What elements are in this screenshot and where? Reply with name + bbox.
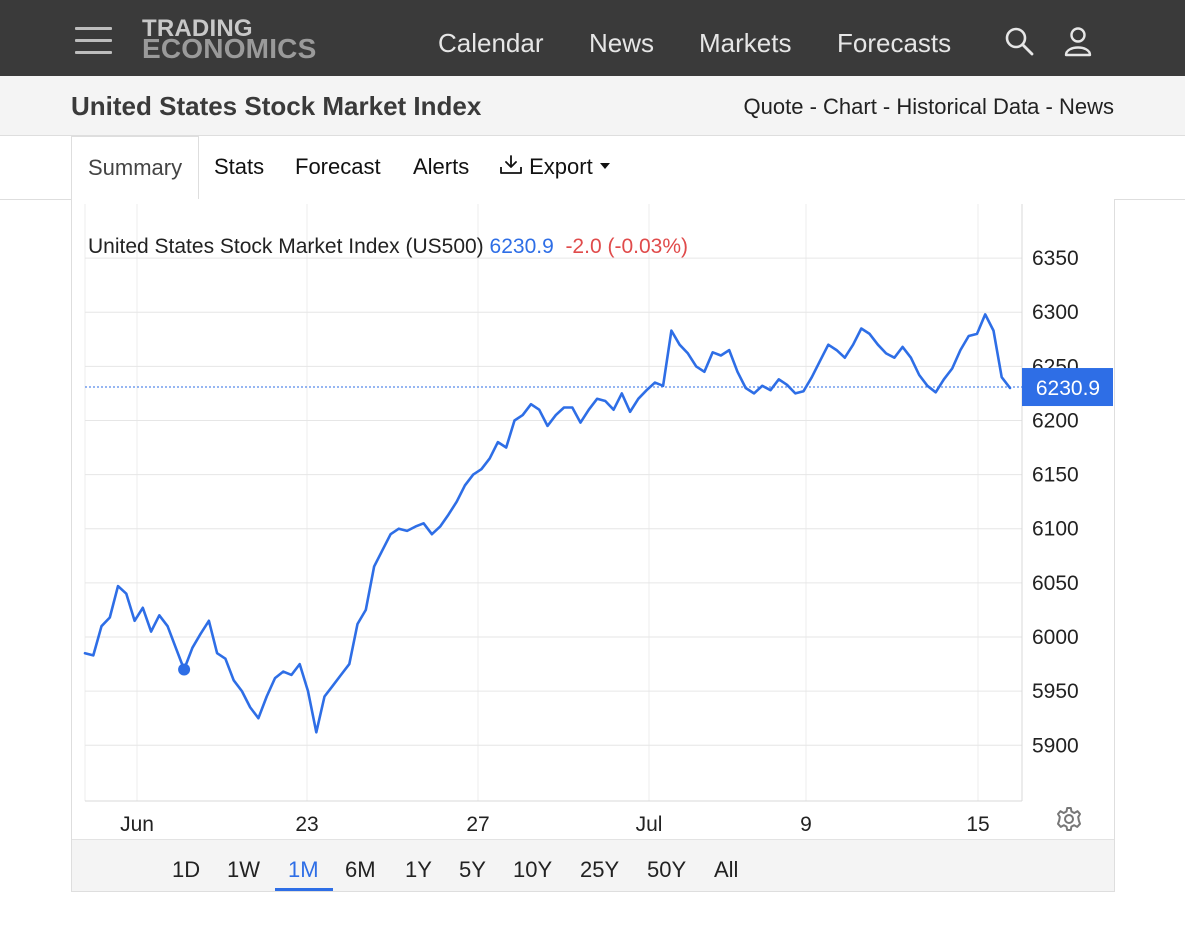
menu-icon[interactable] <box>75 27 112 55</box>
title-bar: United States Stock Market Index Quote -… <box>0 76 1185 136</box>
last-value-badge-label: 6230.9 <box>1036 377 1100 400</box>
y-tick-label: 5900 <box>1032 734 1079 757</box>
price-chart[interactable]: Jun 23 27 Jul 9 15 5900 5950 6000 6050 6100 6150 620… <box>72 199 1114 839</box>
link-historical-data[interactable]: Historical Data <box>896 94 1040 119</box>
y-tick-label: 6000 <box>1032 626 1079 649</box>
top-navigation-bar: TRADING ECONOMICS Calendar News Markets … <box>0 0 1185 76</box>
active-range-underline <box>275 888 333 891</box>
logo-line-2: ECONOMICS <box>142 33 317 64</box>
quick-links: Quote - Chart - Historical Data - News <box>744 94 1114 120</box>
user-icon[interactable] <box>1061 24 1095 58</box>
chart-price: 6230.9 <box>489 235 554 258</box>
page-title: United States Stock Market Index <box>71 91 482 121</box>
link-separator: - <box>1039 94 1059 119</box>
y-tick-label: 6350 <box>1032 247 1079 270</box>
chart-panel: Jun 23 27 Jul 9 15 5900 5950 6000 6050 6100 6150 620… <box>71 199 1115 892</box>
gear-icon[interactable] <box>1056 806 1082 832</box>
export-dropdown[interactable]: Export <box>499 154 611 180</box>
series-line <box>83 313 1012 734</box>
caret-down-icon <box>599 163 610 169</box>
chart-change: -2.0 (-0.03%) <box>565 235 688 258</box>
range-1y[interactable]: 1Y <box>405 857 432 882</box>
x-tick-label: Jun <box>120 813 154 836</box>
range-all[interactable]: All <box>714 857 739 882</box>
download-icon <box>500 155 522 174</box>
tab-summary-label: Summary <box>88 155 183 180</box>
range-10y[interactable]: 10Y <box>513 857 553 882</box>
link-news[interactable]: News <box>1058 94 1114 119</box>
x-tick-label: 23 <box>295 813 318 836</box>
range-1m[interactable]: 1M <box>288 857 319 882</box>
section-tabs: Summary Stats Forecast Alerts Export <box>0 136 1185 201</box>
range-1d[interactable]: 1D <box>172 857 201 882</box>
nav-news[interactable]: News <box>589 28 655 58</box>
nav-markets[interactable]: Markets <box>699 28 792 58</box>
x-tick-label: Jul <box>636 813 663 836</box>
tab-stats[interactable]: Stats <box>214 154 265 179</box>
hover-marker-dot <box>178 663 191 676</box>
link-separator: - <box>803 94 824 119</box>
y-tick-label: 6150 <box>1032 464 1079 487</box>
link-quote[interactable]: Quote <box>743 94 804 119</box>
nav-calendar[interactable]: Calendar <box>438 28 544 58</box>
logo-line-1: TRADING <box>142 15 253 42</box>
search-icon[interactable] <box>1002 24 1036 58</box>
link-separator: - <box>876 94 897 119</box>
y-tick-label: 6050 <box>1032 572 1079 595</box>
time-range-selector: 1D 1W 1M 6M 1Y 5Y 10Y 25Y 50Y All <box>72 839 1114 891</box>
x-tick-label: 15 <box>966 813 989 836</box>
x-tick-label: 27 <box>466 813 489 836</box>
tab-forecast[interactable]: Forecast <box>295 154 381 179</box>
x-tick-label: 9 <box>800 813 812 836</box>
y-tick-label: 5950 <box>1032 680 1079 703</box>
y-tick-label: 6100 <box>1032 518 1079 541</box>
last-value-badge <box>1022 368 1113 407</box>
y-tick-label: 6200 <box>1032 409 1079 432</box>
nav-forecasts[interactable]: Forecasts <box>837 28 952 58</box>
chart-series-label: United States Stock Market Index (US500) <box>88 235 484 258</box>
chart-header: United States Stock Market Index (US500)… <box>88 235 688 259</box>
link-chart[interactable]: Chart <box>823 94 877 119</box>
range-25y[interactable]: 25Y <box>580 857 620 882</box>
tab-summary[interactable]: Summary <box>71 136 199 201</box>
tab-alerts[interactable]: Alerts <box>413 154 470 179</box>
range-1w[interactable]: 1W <box>227 857 260 882</box>
trading-economics-logo[interactable]: TRADING ECONOMICS <box>142 15 317 64</box>
range-5y[interactable]: 5Y <box>459 857 486 882</box>
range-6m[interactable]: 6M <box>345 857 376 882</box>
y-tick-label: 6300 <box>1032 301 1079 324</box>
export-label: Export <box>529 154 593 179</box>
range-50y[interactable]: 50Y <box>647 857 687 882</box>
